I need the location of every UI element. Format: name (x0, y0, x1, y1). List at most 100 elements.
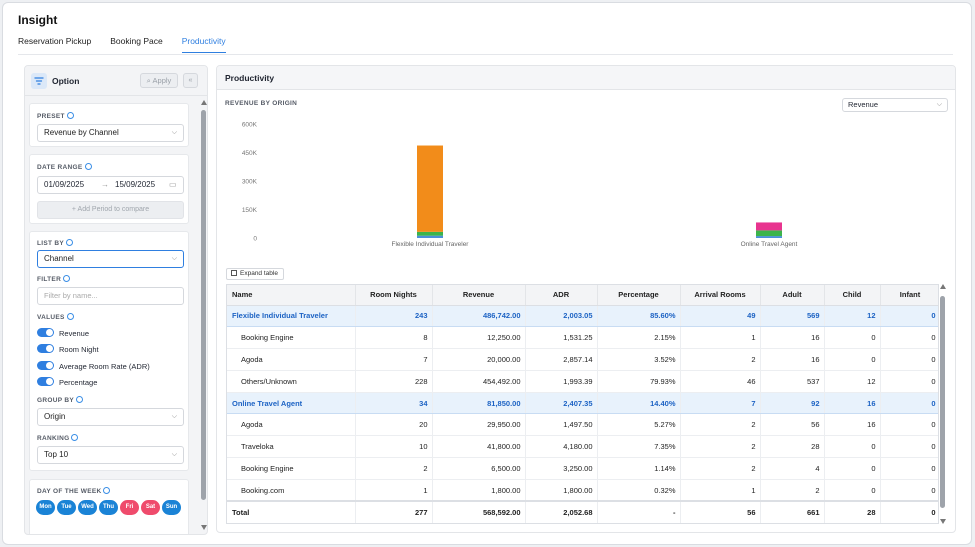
table-header: Name Room Nights Revenue ADR Percentage Arriv… (227, 285, 938, 306)
start-date[interactable]: 01/09/2025 (44, 180, 85, 189)
info-icon (63, 275, 71, 282)
table-group-row[interactable]: Online Travel Agent 34 81,850.00 2,407.35 14… (227, 392, 938, 415)
calendar-icon[interactable]: ▭ (169, 180, 177, 189)
table-row: Traveloka 10 41,800.00 4,180.00 7.35% 2 28 0 0 (227, 435, 938, 459)
chevron-down-icon: ⌵ (171, 451, 177, 458)
toggle-adr[interactable]: Average Room Rate (ADR) (37, 361, 150, 372)
day-fri[interactable]: Fri (120, 500, 139, 515)
toggle-switch[interactable] (37, 361, 54, 370)
column-header[interactable]: Name (227, 285, 356, 306)
column-header[interactable]: Room Nights (355, 285, 433, 306)
toggle-room-night[interactable]: Room Night (37, 344, 99, 355)
group-by-label: GROUP BY (37, 396, 83, 404)
table-group-row[interactable]: Flexible Individual Traveler 243 486,742.0… (227, 305, 938, 328)
toggle-switch[interactable] (37, 377, 54, 386)
day-of-week-label: DAY OF THE WEEK (37, 487, 111, 495)
toggle-revenue[interactable]: Revenue (37, 328, 89, 339)
column-header[interactable]: Infant (880, 285, 938, 306)
list-by-select[interactable]: Channel ⌵ (37, 250, 184, 268)
toggle-percentage[interactable]: Percentage (37, 377, 97, 388)
group-by-select[interactable]: Origin ⌵ (37, 408, 184, 426)
bar-segment[interactable] (756, 236, 782, 238)
table-cell: 0 (880, 413, 938, 437)
table-row: Agoda 20 29,950.00 1,497.50 5.27% 2 56 16 0 (227, 413, 938, 437)
bar-segment[interactable] (417, 235, 443, 238)
x-category-label: Flexible Individual Traveler (392, 241, 470, 248)
bar-segment[interactable] (756, 230, 782, 237)
table-cell: 454,492.00 (432, 370, 526, 393)
table-cell: 569 (760, 305, 825, 328)
table-cell: 1,497.50 (525, 413, 598, 437)
table-cell: Total (227, 500, 356, 523)
toggle-switch[interactable] (37, 344, 54, 353)
table-cell: 20 (355, 413, 433, 437)
filter-icon[interactable] (31, 73, 47, 89)
scroll-thumb[interactable] (940, 296, 945, 508)
tab-booking-pace[interactable]: Booking Pace (110, 36, 163, 46)
column-header[interactable]: Revenue (432, 285, 526, 306)
table-cell: 1,993.39 (525, 370, 598, 393)
day-sat[interactable]: Sat (141, 500, 160, 515)
group-by-value: Origin (44, 412, 66, 421)
table-cell: 49 (680, 305, 761, 328)
day-wed[interactable]: Wed (78, 500, 97, 515)
table-cell: 0 (880, 305, 938, 328)
toggle-switch[interactable] (37, 328, 54, 337)
ranking-select[interactable]: Top 10 ⌵ (37, 446, 184, 464)
collapse-button[interactable]: « (183, 73, 198, 88)
table-cell: 1 (680, 326, 761, 350)
table-cell: 2 (680, 457, 761, 480)
column-header[interactable]: Percentage (597, 285, 681, 306)
add-period-button[interactable]: + Add Period to compare (37, 201, 184, 219)
y-tick-label: 450K (242, 150, 258, 157)
day-sun[interactable]: Sun (162, 500, 181, 515)
column-header[interactable]: Adult (760, 285, 825, 306)
table-cell: - (597, 500, 681, 523)
filter-label: FILTER (37, 275, 71, 283)
date-range-picker[interactable]: 01/09/2025 → 15/09/2025 ▭ (37, 176, 184, 194)
table-cell: 8 (355, 326, 433, 350)
scroll-down-icon[interactable] (201, 525, 207, 530)
chevron-down-icon: ⌵ (171, 413, 177, 420)
table-cell: 277 (355, 500, 433, 523)
info-icon (84, 163, 92, 170)
sidebar-scrollbar[interactable] (201, 100, 207, 530)
metric-select[interactable]: Revenue ⌵ (842, 98, 948, 112)
tab-bar: Reservation Pickup Booking Pace Producti… (18, 36, 226, 53)
table-cell: Booking.com (227, 479, 356, 502)
scroll-up-icon[interactable] (940, 284, 946, 289)
bar-segment[interactable] (756, 222, 782, 231)
end-date[interactable]: 15/09/2025 (115, 180, 156, 189)
scroll-up-icon[interactable] (201, 100, 207, 105)
column-header[interactable]: Arrival Rooms (680, 285, 761, 306)
bar-segment[interactable] (417, 231, 443, 236)
table-cell: 1,531.25 (525, 326, 598, 350)
day-mon[interactable]: Mon (36, 500, 55, 515)
table-cell: 0 (880, 435, 938, 459)
preset-select[interactable]: Revenue by Channel ⌵ (37, 124, 184, 142)
tab-reservation-pickup[interactable]: Reservation Pickup (18, 36, 92, 46)
column-header[interactable]: Child (824, 285, 881, 306)
expand-table-button[interactable]: Expand table (226, 268, 284, 280)
table-cell: Traveloka (227, 435, 356, 459)
day-selector: Mon Tue Wed Thu Fri Sat Sun (36, 500, 181, 515)
info-icon (71, 434, 79, 441)
column-header[interactable]: ADR (525, 285, 598, 306)
table-cell: 7 (680, 392, 761, 415)
bar-segment[interactable] (417, 145, 443, 232)
filter-input[interactable]: Filter by name... (37, 287, 184, 305)
table-cell: 243 (355, 305, 433, 328)
chart-title: REVENUE BY ORIGIN (225, 100, 298, 107)
table-scrollbar[interactable] (940, 284, 946, 524)
table-cell: 1,800.00 (432, 479, 526, 502)
scroll-thumb[interactable] (201, 110, 206, 500)
day-tue[interactable]: Tue (57, 500, 76, 515)
list-by-label: LIST BY (37, 239, 74, 247)
info-icon (75, 396, 83, 403)
apply-button[interactable]: ⌕ Apply (140, 73, 178, 88)
tab-productivity[interactable]: Productivity (181, 36, 226, 53)
scroll-down-icon[interactable] (940, 519, 946, 524)
ranking-value: Top 10 (44, 450, 69, 459)
table-cell: 28 (760, 435, 825, 459)
day-thu[interactable]: Thu (99, 500, 118, 515)
